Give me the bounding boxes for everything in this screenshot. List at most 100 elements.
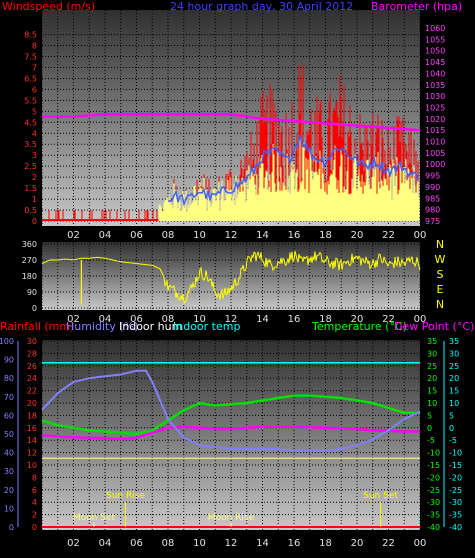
direction-tick-label: 270 [22,256,37,265]
baro-tick-label: 1035 [425,81,445,90]
x-tick-label: 04 [99,538,112,549]
wind-tick-label: 1 [32,195,37,204]
dew-tick-label: -40 [449,523,462,532]
baro-tick-label: 980 [425,206,440,215]
temp-tick-label: -5 [427,436,435,445]
baro-tick-label: 990 [425,183,440,192]
rain-tick-label: 28 [27,349,37,358]
humidity-tick-label: 70 [4,393,14,402]
x-tick-label: 00 [414,538,427,549]
wind-tick-label: 6 [32,85,37,94]
wind-tick-label: 7 [32,63,37,72]
humidity-tick-label: 80 [4,374,14,383]
temp-tick-label: -25 [427,486,440,495]
rain-tick-label: 8 [32,473,37,482]
x-tick-label: 14 [256,314,269,325]
rain-tick-label: 16 [27,424,37,433]
humidity-tick-label: 30 [4,467,14,476]
temp-tick-label: 35 [427,337,437,346]
rain-tick-label: 22 [27,387,37,396]
direction-tick-label: 360 [22,240,37,249]
wind-axis-label: Windspeed (m/s) [2,0,95,13]
rain-tick-label: 24 [27,374,37,383]
rain-tick-label: 26 [27,362,37,371]
baro-tick-label: 1045 [425,58,445,67]
x-tick-label: 00 [414,230,427,241]
temp-tick-label: 20 [427,374,437,383]
rain-axis-label: Rainfall (mm) [0,320,74,333]
compass-label: E [437,283,444,296]
moon-marker-label: Moon Rise [208,513,255,523]
rain-tick-label: 2 [32,511,37,520]
x-tick-label: 10 [193,230,206,241]
rain-tick-label: 0 [32,523,37,532]
x-tick-label: 16 [288,314,301,325]
wind-tick-label: 8.5 [24,31,37,40]
rain-tick-label: 18 [27,411,37,420]
barometer-line [42,113,421,132]
temp-tick-label: -10 [427,449,440,458]
temp-tick-label: -35 [427,511,440,520]
dew-tick-label: -15 [449,461,462,470]
baro-tick-label: 1010 [425,138,445,147]
humidity-tick-label: 60 [4,411,14,420]
compass-label: W [435,253,446,266]
rain-tick-label: 10 [27,461,37,470]
wind-tick-label: 0 [32,217,37,226]
temperature-line [41,394,420,436]
chart-title: 24 hour graph day, 30 April 2012 [170,0,353,13]
temperature-axis-label: Temperature (°C) [311,320,407,333]
humidity-tick-label: 40 [4,449,14,458]
wind-tick-label: 4.5 [24,118,37,127]
x-tick-label: 18 [319,230,332,241]
dew-tick-label: -5 [449,436,457,445]
temp-tick-label: 0 [427,424,432,433]
rain-tick-label: 14 [27,436,37,445]
baro-tick-label: 1030 [425,92,445,101]
temp-tick-label: -20 [427,473,440,482]
x-tick-label: 10 [193,314,206,325]
dew-tick-label: -10 [449,449,462,458]
rain-tick-label: 20 [27,399,37,408]
temp-tick-label: 25 [427,362,437,371]
baro-tick-label: 1005 [425,149,445,158]
dew-tick-label: -25 [449,486,462,495]
x-tick-label: 12 [225,538,238,549]
wind-tick-label: 7.5 [24,53,37,62]
temp-tick-label: -30 [427,498,440,507]
baro-tick-label: 1055 [425,35,445,44]
x-tick-label: 18 [319,538,332,549]
temp-tick-label: 10 [427,399,437,408]
baro-tick-label: 1025 [425,103,445,112]
baro-tick-label: 995 [425,172,440,181]
compass-label: N [436,238,444,251]
humidity-tick-label: 10 [4,504,14,513]
indoor-temp-label: Indoor temp [173,320,240,333]
x-tick-label: 06 [130,230,143,241]
rain-tick-label: 4 [32,498,37,507]
x-tick-label: 02 [67,314,80,325]
x-tick-label: 06 [130,538,143,549]
direction-tick-label: 90 [27,288,37,297]
wind-tick-label: 2.5 [24,162,37,171]
compass-label: N [436,298,444,311]
wind-tick-label: 5.5 [24,96,37,105]
baro-tick-label: 985 [425,194,440,203]
dew-tick-label: -30 [449,498,462,507]
dew-tick-label: -20 [449,473,462,482]
direction-tick-label: 0 [32,304,37,313]
x-tick-label: 10 [193,538,206,549]
wind-tick-label: 2 [32,173,37,182]
temp-tick-label: 5 [427,411,432,420]
wind-average-line [167,133,419,207]
x-tick-label: 04 [99,230,112,241]
x-tick-label: 08 [162,230,175,241]
humidity-tick-label: 50 [4,430,14,439]
x-tick-label: 14 [256,538,269,549]
wind-tick-label: 0.5 [24,206,37,215]
humidity-axis-label: Humidity (%) [66,320,138,333]
wind-tick-label: 3.5 [24,140,37,149]
temp-tick-label: -40 [427,523,440,532]
wind-tick-label: 4 [32,129,37,138]
